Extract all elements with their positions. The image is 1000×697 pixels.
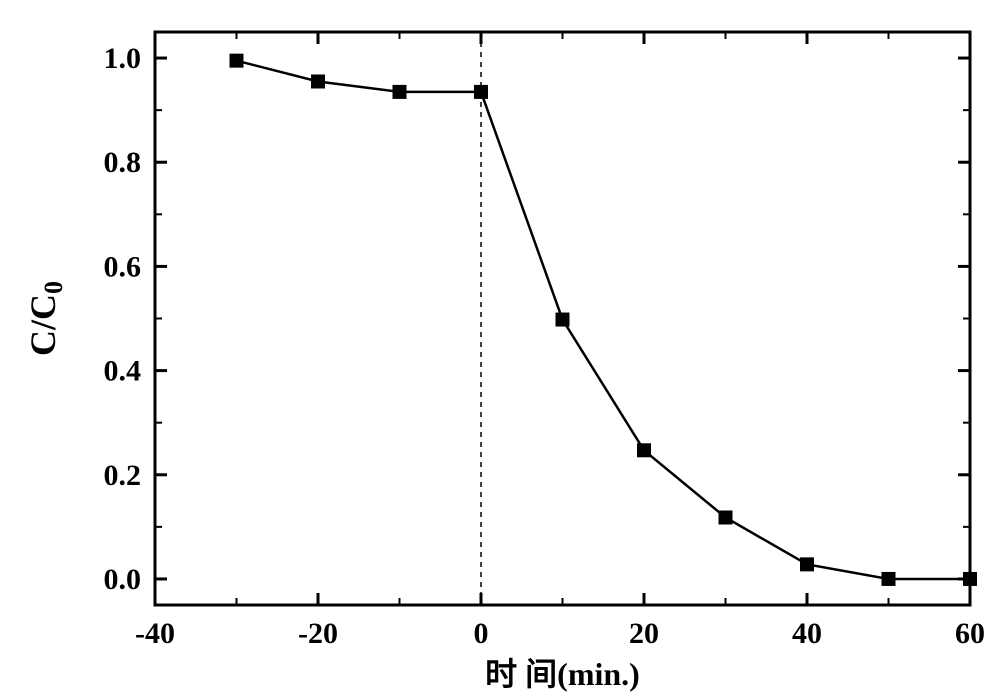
y-axis-label: C/C0 [23, 281, 68, 356]
x-tick-label: -40 [135, 617, 175, 650]
y-tick-label: 0.8 [104, 146, 142, 179]
data-marker [801, 558, 814, 571]
y-tick-label: 0.4 [104, 355, 142, 388]
x-tick-label: 60 [955, 617, 985, 650]
chart-container: -40 -20 0 20 40 60 0.0 0.2 0.4 0.6 0.8 1.0 时 间(min.)… [0, 0, 1000, 697]
data-marker [882, 572, 895, 585]
y-tick-label: 0.2 [104, 459, 142, 492]
data-marker [393, 85, 406, 98]
x-tick-label: 20 [629, 617, 659, 650]
x-axis-label: 时 间(min.) [485, 656, 640, 692]
chart-svg: -40 -20 0 20 40 60 0.0 0.2 0.4 0.6 0.8 1.0 时 间(min.)… [0, 0, 1000, 697]
y-tick-label: 0.0 [104, 563, 142, 596]
data-marker [230, 54, 243, 67]
x-tick-label: -20 [298, 617, 338, 650]
data-marker [719, 511, 732, 524]
data-marker [638, 444, 651, 457]
data-marker [312, 75, 325, 88]
data-marker [556, 313, 569, 326]
x-tick-label: 0 [474, 617, 489, 650]
data-line [237, 61, 971, 579]
data-marker [475, 85, 488, 98]
data-marker [964, 572, 977, 585]
y-tick-label: 1.0 [104, 42, 142, 75]
x-tick-label: 40 [792, 617, 822, 650]
y-tick-label: 0.6 [104, 250, 142, 283]
